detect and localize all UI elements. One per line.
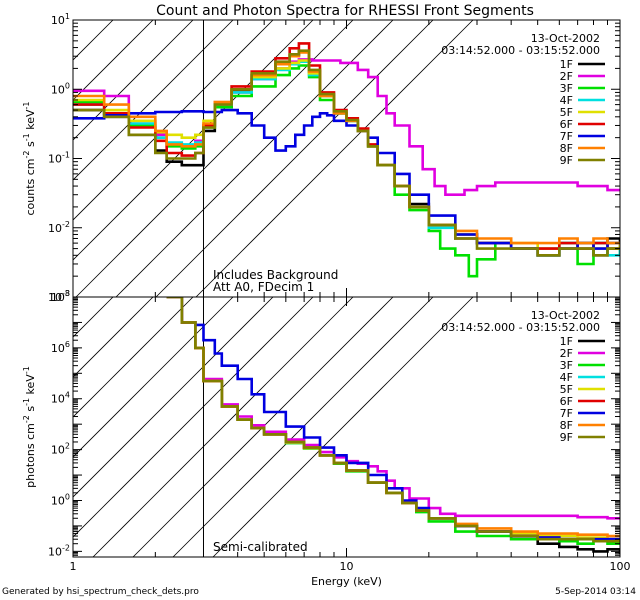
hatch-line <box>73 297 274 498</box>
legend-label: 3F <box>560 82 573 95</box>
legend-label: 9F <box>560 431 573 444</box>
date-label: 13-Oct-2002 <box>531 32 600 45</box>
date-label: 13-Oct-2002 <box>531 309 600 322</box>
annotation-text: Att A0, FDecim 1 <box>213 280 314 294</box>
legend-label: 7F <box>560 130 573 143</box>
chart-title: Count and Photon Spectra for RHESSI Fron… <box>156 3 534 19</box>
hatch-line <box>195 20 474 297</box>
y-tick-label: 102 <box>51 442 70 457</box>
legend-label: 5F <box>560 383 573 396</box>
hatch-region <box>73 297 474 557</box>
series-group <box>73 42 620 278</box>
hatch-line <box>73 20 154 101</box>
hatch-line <box>73 20 274 221</box>
y-tick-label: 100 <box>51 492 70 507</box>
legend-label: 8F <box>560 419 573 432</box>
series-3F <box>166 297 620 545</box>
y-axis-label: counts cm-2 s-1 keV-1 <box>22 102 37 216</box>
legend-label: 4F <box>560 371 573 384</box>
time-range-label: 03:14:52.000 - 03:15:52.000 <box>441 44 600 57</box>
annotation-text: Includes Background <box>213 268 338 282</box>
hatch-line <box>73 297 154 378</box>
legend-label: 6F <box>560 395 573 408</box>
hatch-line <box>212 297 474 557</box>
legend-label: 9F <box>560 154 573 167</box>
legend-label: 8F <box>560 142 573 155</box>
y-tick-label: 10-2 <box>48 543 70 558</box>
hatch-line <box>73 20 234 181</box>
hatch-line <box>73 297 234 458</box>
y-tick-label: 10-3 <box>48 289 70 304</box>
hatch-line <box>92 297 354 557</box>
hatch-line <box>73 20 194 141</box>
y-tick-label: 10-1 <box>48 151 70 166</box>
annotation-text: Semi-calibrated <box>213 540 308 554</box>
x-axis-label: Energy (keV) <box>311 575 382 588</box>
hatch-line <box>155 20 434 297</box>
x-tick-label: 1 <box>70 560 77 573</box>
footer-generated-by: Generated by hsi_spectrum_check_dets.pro <box>2 587 199 597</box>
plot-frame <box>72 296 621 558</box>
legend-label: 6F <box>560 118 573 131</box>
legend-label: 3F <box>560 359 573 372</box>
time-range-label: 03:14:52.000 - 03:15:52.000 <box>441 321 600 334</box>
legend-label: 5F <box>560 106 573 119</box>
series-9F <box>166 297 620 543</box>
panel-1: 10-3 10-2 10-1 100 101 counts cm-2 s-1 keV-1 1… <box>22 12 621 304</box>
series-5F <box>73 59 620 250</box>
hatch-line <box>73 297 114 338</box>
series-4F <box>73 60 620 257</box>
hatch-region <box>73 20 474 297</box>
y-tick-label: 104 <box>51 391 70 406</box>
hatch-line <box>73 297 314 538</box>
panel-2: 1 10 100 10-2 100 102 104 106 108 photons cm-2 s-… <box>22 289 631 588</box>
legend-label: 2F <box>560 347 573 360</box>
y-tick-label: 106 <box>51 340 70 355</box>
y-tick-label: 10-2 <box>48 220 70 235</box>
y-tick-label: 101 <box>51 12 70 27</box>
x-tick-label: 100 <box>610 560 631 573</box>
x-tick-label: 10 <box>340 560 354 573</box>
legend-label: 7F <box>560 407 573 420</box>
y-axis-label: photons cm-2 s-1 keV-1 <box>22 366 37 488</box>
footer-timestamp: 5-Sep-2014 03:14 <box>555 587 636 597</box>
legend-label: 1F <box>560 58 573 71</box>
hatch-line <box>73 297 194 418</box>
legend-label: 1F <box>560 335 573 348</box>
y-tick-label: 108 <box>51 289 70 304</box>
series-9F <box>73 49 620 257</box>
legend-label: 4F <box>560 94 573 107</box>
legend-label: 2F <box>560 70 573 83</box>
series-group <box>166 297 620 554</box>
hatch-line <box>115 20 394 297</box>
y-tick-label: 100 <box>51 81 70 96</box>
